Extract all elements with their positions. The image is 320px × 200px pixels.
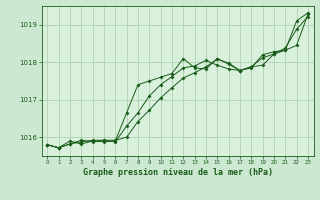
X-axis label: Graphe pression niveau de la mer (hPa): Graphe pression niveau de la mer (hPa) bbox=[83, 168, 273, 177]
